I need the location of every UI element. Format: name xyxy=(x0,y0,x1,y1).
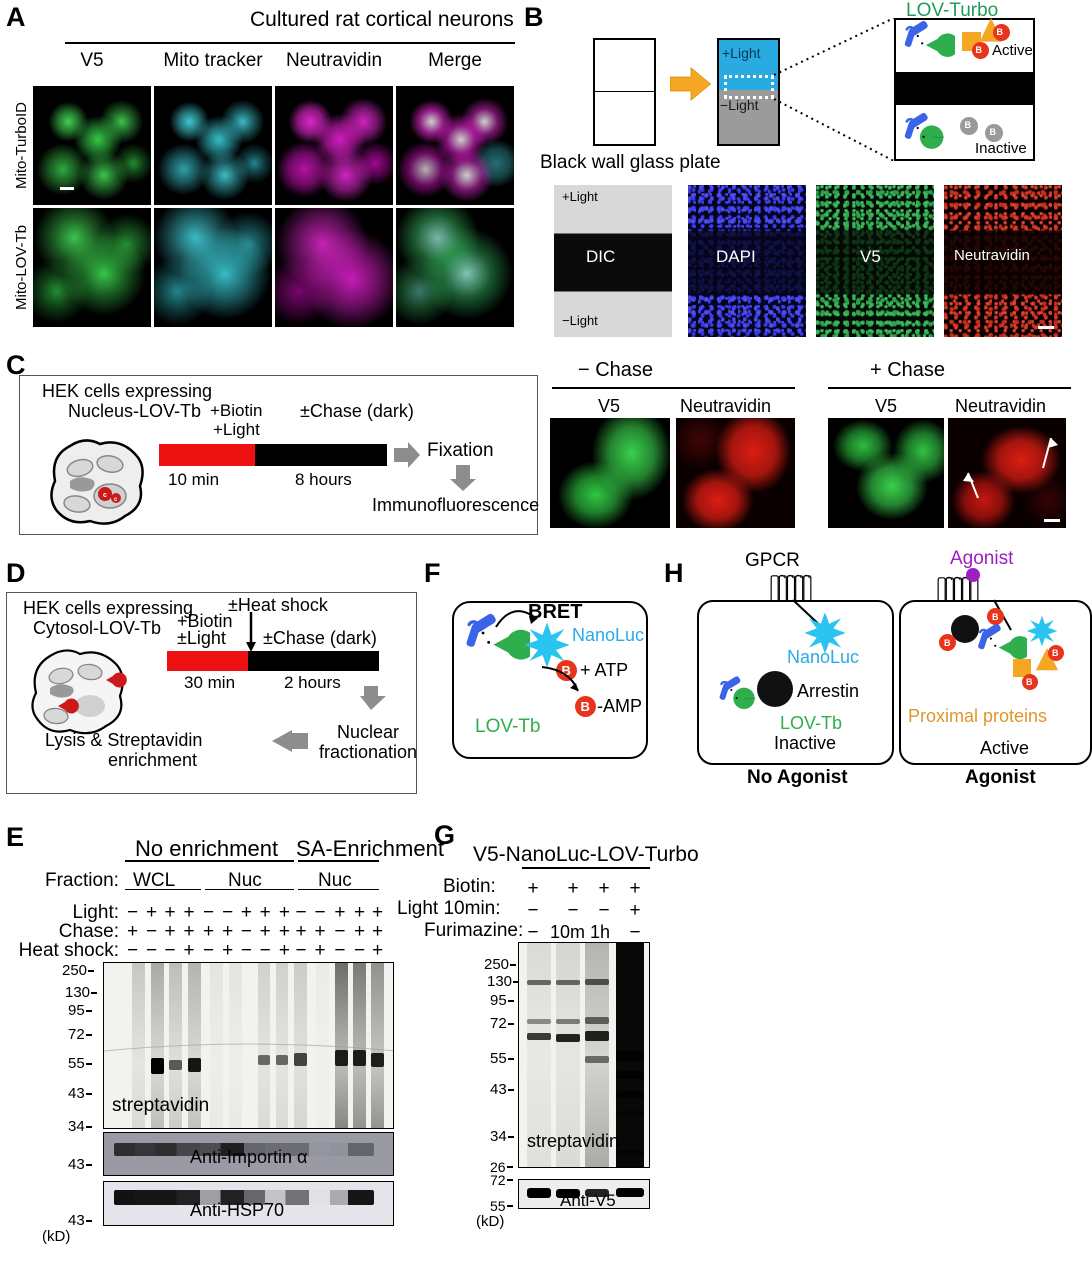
svg-text:c: c xyxy=(103,492,107,499)
